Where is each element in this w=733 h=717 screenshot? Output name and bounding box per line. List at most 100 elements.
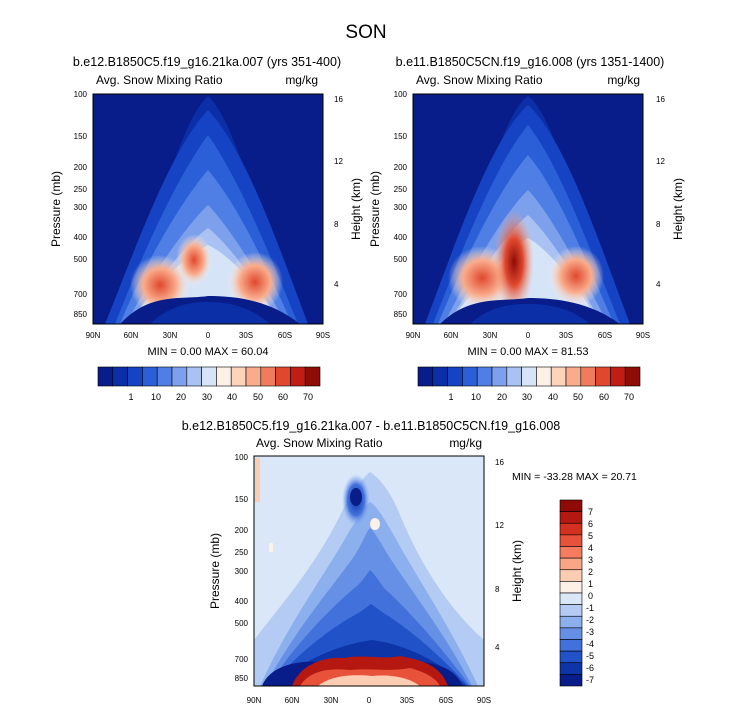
y-tick-label: 250 (74, 185, 88, 194)
colorbar-label: 10 (151, 392, 161, 402)
colorbar-swatch (559, 604, 583, 617)
y-tick-right-label: 4 (656, 280, 661, 289)
colorbar-swatch (216, 366, 232, 387)
colorbar-swatch (290, 366, 306, 387)
panel-3-y-ticks: 100 150 200 250 300 400 500 700 850 (235, 453, 249, 683)
panel-1-colorbar-labels: 1 10 20 30 40 50 60 70 (128, 392, 313, 402)
y-tick-label: 300 (74, 203, 88, 212)
colorbar-label: 5 (588, 531, 593, 541)
colorbar-swatch (580, 366, 596, 387)
colorbar-swatch (506, 366, 522, 387)
panel-1-ylabel: Pressure (mb) (49, 171, 63, 247)
colorbar-label: -2 (586, 615, 594, 625)
colorbar-swatch (559, 534, 583, 547)
x-tick-label: 30N (483, 331, 498, 340)
x-tick-label: 0 (367, 696, 372, 705)
panel-3-ylabel-right: Height (km) (510, 540, 524, 602)
panel-3-y-ticks-right: 16 12 8 4 (495, 458, 504, 652)
panel-3-min-max: MIN = -33.28 MAX = 20.71 (512, 471, 637, 483)
panel-1-subtitle-left: Avg. Snow Mixing Ratio (96, 73, 223, 87)
panel-2-subtitle-left: Avg. Snow Mixing Ratio (416, 73, 543, 87)
x-tick-label: 0 (206, 331, 211, 340)
panel-3-colorbar-labels: 7 6 5 4 3 2 1 0 -1 -2 -3 -4 -5 -6 -7 (586, 507, 594, 685)
colorbar-label: 4 (588, 543, 593, 553)
y-tick-label: 200 (394, 163, 408, 172)
y-tick-right-label: 8 (334, 220, 339, 229)
panel-2-colorbar (417, 366, 641, 387)
y-tick-label: 400 (235, 597, 249, 606)
colorbar-label: 20 (497, 392, 507, 402)
panel-2-y-ticks: 100 150 200 250 300 400 500 700 850 (394, 90, 408, 319)
colorbar-swatch (559, 639, 583, 652)
y-tick-label: 850 (74, 310, 88, 319)
y-tick-label: 250 (235, 548, 249, 557)
colorbar-swatch (559, 499, 583, 512)
colorbar-swatch (559, 662, 583, 675)
colorbar-swatch (476, 366, 493, 387)
x-tick-label: 0 (526, 331, 531, 340)
colorbar-label: 50 (253, 392, 263, 402)
y-tick-right-label: 16 (334, 95, 343, 104)
colorbar-swatch (559, 674, 583, 687)
figure-title: SON (345, 22, 386, 43)
x-tick-label: 60S (278, 331, 292, 340)
y-tick-right-label: 4 (495, 643, 500, 652)
panel-3-title: b.e12.B1850C5.f19_g16.21ka.007 - b.e11.B… (182, 419, 561, 433)
y-tick-label: 150 (74, 132, 88, 141)
x-tick-label: 90S (316, 331, 330, 340)
x-tick-label: 60N (124, 331, 139, 340)
panel-2-min-max: MIN = 0.00 MAX = 81.53 (467, 346, 588, 358)
y-tick-label: 200 (235, 526, 249, 535)
colorbar-label: 40 (548, 392, 558, 402)
y-tick-label: 100 (235, 453, 249, 462)
panel-2: b.e11.B1850C5CN.f19_g16.008 (yrs 1351-14… (368, 55, 685, 402)
panel-3: b.e12.B1850C5.f19_g16.21ka.007 - b.e11.B… (182, 419, 637, 705)
colorbar-label: -1 (586, 603, 594, 613)
panel-2-ylabel-right: Height (km) (671, 178, 685, 240)
colorbar-swatch (260, 366, 276, 387)
panel-2-colorbar-labels: 1 10 20 30 40 50 60 70 (448, 392, 634, 402)
colorbar-swatch (97, 366, 114, 387)
y-tick-label: 250 (394, 185, 408, 194)
colorbar-label: 3 (588, 555, 593, 565)
panel-1-min-max: MIN = 0.00 MAX = 60.04 (147, 346, 268, 358)
colorbar-swatch (230, 366, 247, 387)
colorbar-swatch (447, 366, 463, 387)
colorbar-label: 1 (588, 579, 593, 589)
x-tick-label: 90S (636, 331, 650, 340)
y-tick-right-label: 12 (656, 157, 665, 166)
panel-3-ylabel: Pressure (mb) (208, 533, 222, 609)
colorbar-swatch (112, 366, 128, 387)
x-tick-label: 30N (163, 331, 178, 340)
y-tick-right-label: 8 (656, 220, 661, 229)
y-tick-label: 700 (394, 290, 408, 299)
colorbar-swatch (245, 366, 262, 387)
colorbar-label: 60 (278, 392, 288, 402)
colorbar-swatch (559, 546, 583, 559)
colorbar-swatch (186, 366, 202, 387)
panel-2-subtitle-right: mg/kg (607, 73, 640, 87)
panel-3-subtitle-right: mg/kg (449, 436, 482, 450)
colorbar-swatch (559, 557, 583, 571)
y-tick-right-label: 8 (495, 585, 500, 594)
x-tick-label: 90N (86, 331, 101, 340)
panel-1-x-ticks: 90N 60N 30N 0 30S 60S 90S (86, 331, 330, 340)
colorbar-swatch (142, 366, 158, 387)
colorbar-label: -3 (586, 627, 594, 637)
x-tick-label: 90N (247, 696, 262, 705)
colorbar-label: 50 (573, 392, 583, 402)
y-tick-label: 200 (74, 163, 88, 172)
colorbar-swatch (127, 366, 143, 387)
panel-1-subtitle-right: mg/kg (285, 73, 318, 87)
colorbar-label: 70 (303, 392, 313, 402)
colorbar-swatch (275, 366, 291, 387)
colorbar-swatch (536, 366, 552, 387)
x-tick-label: 30S (559, 331, 573, 340)
colorbar-label: 7 (588, 507, 593, 517)
colorbar-label: 30 (522, 392, 532, 402)
colorbar-swatch (559, 627, 583, 640)
colorbar-label: -6 (586, 663, 594, 673)
y-tick-right-label: 16 (495, 458, 504, 467)
colorbar-label: 10 (471, 392, 481, 402)
